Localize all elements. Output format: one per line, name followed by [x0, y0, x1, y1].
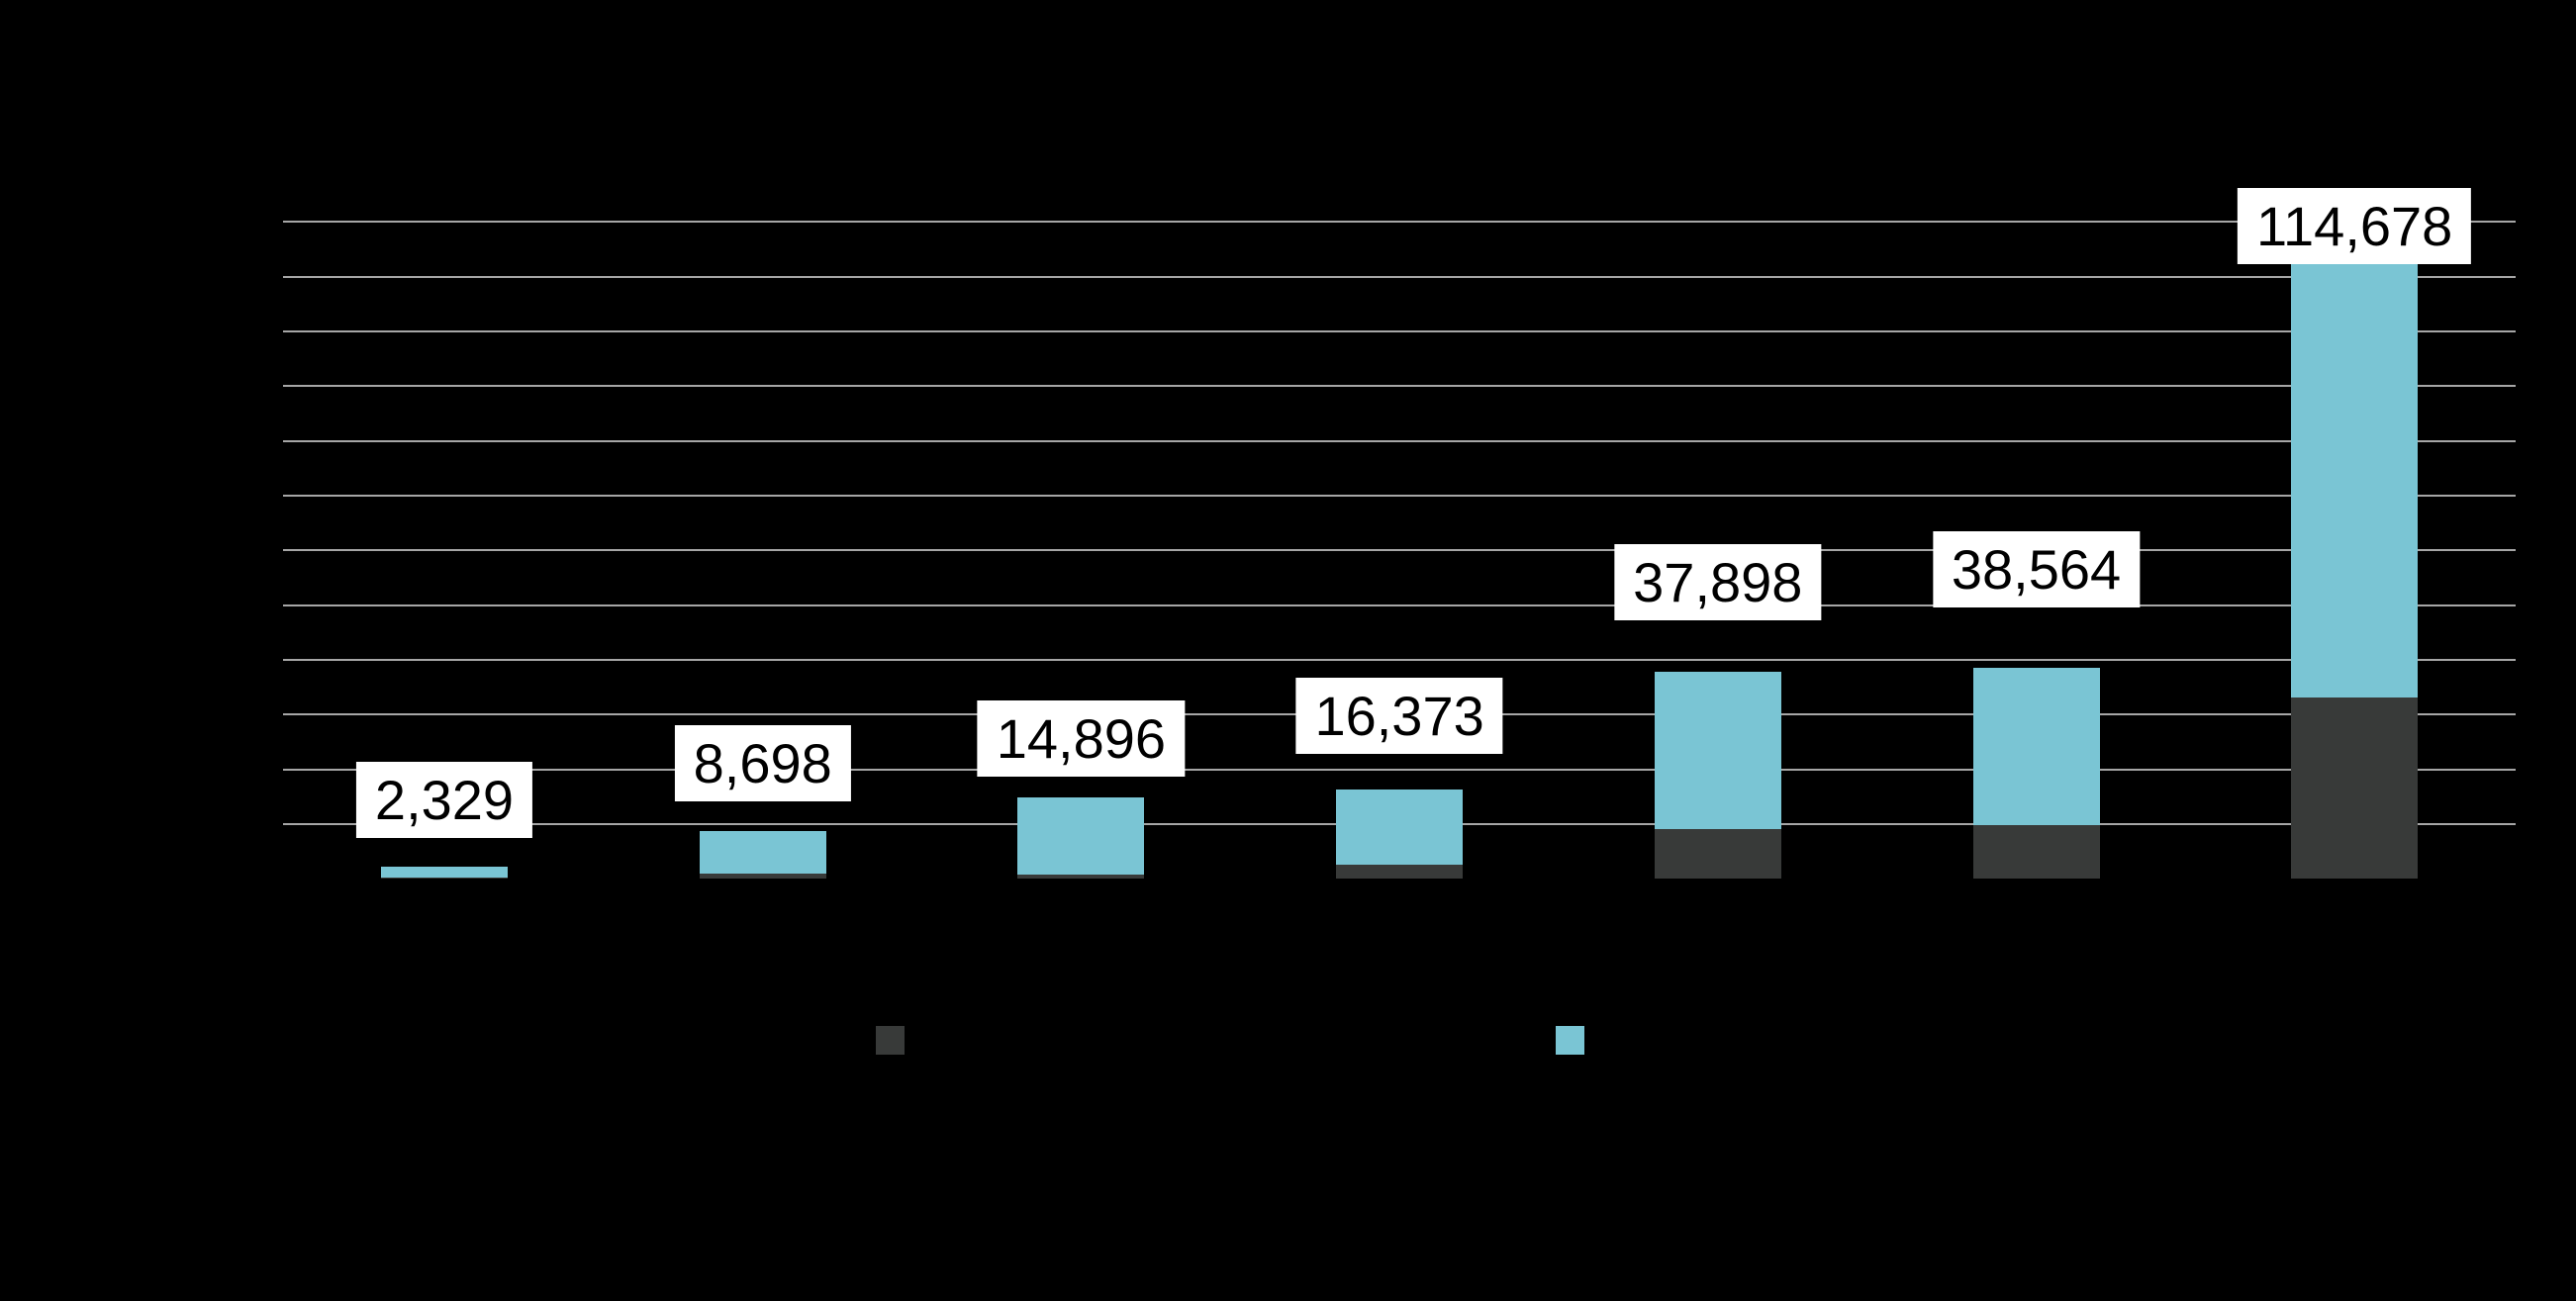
bar-segment-dark: [1654, 829, 1781, 880]
bar-segment-dark: [1017, 875, 1145, 880]
bar-segment-teal: [1654, 671, 1781, 830]
gridline: [283, 385, 2516, 388]
gridline: [283, 604, 2516, 606]
bar-segment-teal: [1336, 789, 1464, 866]
bar-segment-dark: [1336, 865, 1464, 880]
value-label: 38,564: [1932, 531, 2141, 608]
gridline: [283, 275, 2516, 278]
gridline: [283, 768, 2516, 771]
gridline: [283, 549, 2516, 552]
bar-segment-dark: [381, 878, 508, 880]
value-label: 8,698: [674, 725, 851, 802]
bar-segment-teal: [1017, 797, 1145, 876]
value-label: 14,896: [977, 700, 1186, 778]
legend-swatch-dark: [876, 1026, 905, 1055]
value-label: 16,373: [1295, 677, 1503, 754]
value-label: 37,898: [1614, 543, 1822, 620]
gridline: [283, 495, 2516, 498]
bar-segment-teal: [2291, 250, 2419, 697]
bar-segment-dark: [699, 873, 826, 880]
value-label: 2,329: [355, 761, 533, 838]
bar-segment-teal: [699, 831, 826, 874]
gridline: [283, 330, 2516, 332]
gridline: [283, 221, 2516, 224]
bar-segment-teal: [381, 866, 508, 879]
gridline: [283, 659, 2516, 662]
bar-segment-dark: [2291, 697, 2419, 880]
bar-segment-dark: [1972, 825, 2100, 880]
bar-segment-teal: [1972, 668, 2100, 826]
legend-swatch-teal: [1556, 1026, 1584, 1055]
gridline: [283, 439, 2516, 442]
value-label: 114,678: [2238, 188, 2472, 265]
